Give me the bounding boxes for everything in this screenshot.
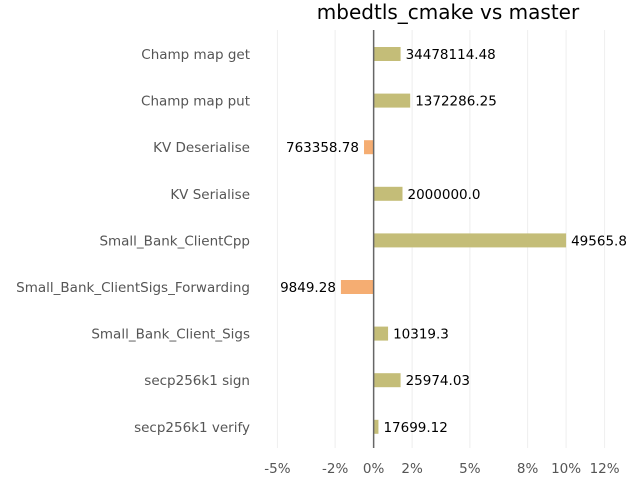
category-label: Champ map get [141,47,250,63]
data-label: 10319.3 [393,327,449,343]
category-label: Small_Bank_ClientSigs_Forwarding [16,280,250,296]
bar-layer [340,47,567,434]
bar [373,326,389,341]
chart-title: mbedtls_cmake vs master [317,0,580,24]
x-tick-label: -2% [322,461,348,477]
data-label: 1372286.25 [415,94,497,110]
x-tick-label: 2% [401,461,423,477]
bar [364,140,374,155]
category-label: Champ map put [141,94,250,110]
x-tick-label: -5% [264,461,290,477]
x-tick-label: 0% [363,461,385,477]
tick-layer: -5% -2% 0% 2% 5% 8% 10% 12% [264,461,620,477]
bar [373,233,567,248]
data-label: 49565.8 [571,233,627,249]
x-tick-label: 10% [551,461,581,477]
bar [373,373,401,388]
category-label: KV Deserialise [153,140,250,156]
bar [373,419,379,434]
category-label: secp256k1 verify [134,420,250,436]
bar [373,47,401,61]
data-label: 9849.28 [280,280,336,296]
x-tick-label: 5% [459,461,481,477]
data-label: 17699.12 [383,420,447,436]
bar [373,186,403,201]
category-label: Small_Bank_ClientCpp [99,233,250,249]
label-layer: Champ map get 34478114.48 Champ map put 137… [16,47,627,436]
data-label: 2000000.0 [408,187,481,203]
category-label: KV Serialise [170,187,250,203]
data-label: 34478114.48 [406,47,496,63]
bar [340,280,374,294]
data-label: 25974.03 [406,373,470,389]
x-tick-label: 8% [517,461,539,477]
category-label: secp256k1 sign [144,373,250,389]
bar [373,93,411,108]
x-tick-label: 12% [590,461,620,477]
data-label: 763358.78 [286,140,359,156]
category-label: Small_Bank_Client_Sigs [91,327,250,343]
